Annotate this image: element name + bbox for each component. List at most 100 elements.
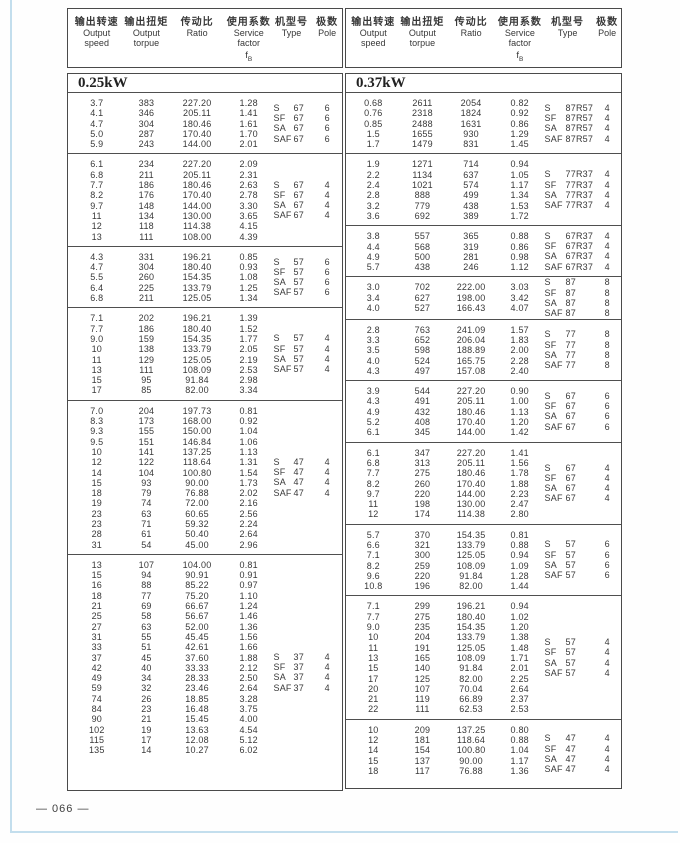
cell: 90.00 — [459, 755, 483, 766]
cell: 1.12 — [510, 262, 529, 273]
type-prefix: SF — [273, 266, 286, 277]
service-factor-column: 0.90 1.00 1.13 1.20 1.42 — [498, 381, 542, 441]
cell: 13 — [91, 364, 102, 375]
type-cell: SA 47 — [545, 754, 594, 764]
cell: 1.09 — [510, 560, 529, 571]
cell: 148 — [138, 200, 155, 211]
cell: 76.88 — [459, 765, 483, 776]
cell: 3.7 — [90, 98, 104, 108]
cell: 0.68 — [364, 98, 383, 108]
cell: 180.46 — [182, 118, 212, 129]
cell: 211 — [138, 169, 154, 180]
cell: 227.20 — [182, 159, 212, 170]
type-size: 57 — [565, 647, 576, 658]
type-size: 67 — [293, 133, 304, 144]
cell: 2.24 — [239, 518, 258, 529]
data-block: 5.7 6.6 7.1 8.2 9.6 10.8 370 321 300 259 220 196 154… — [346, 523, 621, 596]
output-torque-column: 702 627 527 — [401, 277, 445, 318]
cell: 140 — [414, 663, 431, 674]
cell: 4.3 — [366, 396, 380, 407]
cell: 4.7 — [90, 262, 104, 273]
cell: 2.2 — [366, 169, 380, 180]
cell: 0.88 — [510, 539, 529, 550]
output-torque-column: 763 652 598 524 497 — [401, 320, 445, 380]
type-size: 77 — [565, 349, 576, 360]
cell: 1.56 — [510, 457, 529, 468]
cell: 0.85 — [239, 251, 258, 262]
type-prefix: SAF — [544, 667, 563, 678]
cell: 6.8 — [366, 457, 380, 468]
cell: 88 — [141, 580, 152, 591]
type-cell: SA 57 — [274, 354, 313, 364]
type-size: 47 — [293, 467, 304, 477]
cell: 137.25 — [182, 446, 212, 457]
data-block: 6.1 6.8 7.7 8.2 9.7 11 12 13 234 211 186 176 148 134 1… — [68, 153, 342, 245]
cell: 104 — [138, 467, 155, 478]
cell: 389 — [463, 210, 479, 221]
pole-cell: 4 — [324, 477, 330, 488]
cell: 10.8 — [364, 581, 383, 592]
cell: 1.83 — [510, 334, 529, 345]
pole-cell: 6 — [604, 549, 610, 560]
output-speed-column: 7.1 7.7 9.0 10 11 13 15 17 — [68, 308, 126, 399]
cell: 227.20 — [456, 447, 486, 458]
cell: 1.36 — [510, 765, 529, 776]
cell: 1.88 — [239, 652, 258, 663]
ratio-column: 714 637 574 499 438 389 — [444, 154, 498, 225]
cell: 1.72 — [510, 210, 529, 221]
cell: 1.52 — [239, 323, 258, 334]
cell: 125.05 — [456, 642, 486, 653]
cell: 2.25 — [510, 673, 529, 684]
cell: 1.5 — [366, 128, 380, 139]
type-prefix: SA — [544, 189, 557, 200]
cell: 0.92 — [510, 108, 529, 119]
cell: 4.07 — [510, 303, 529, 314]
pole-cell: 4 — [604, 753, 610, 764]
type-cell: SAF 67 — [274, 134, 313, 144]
type-column: S 87R57 SF 87R57 SA 87R57 SAF 87R57 — [542, 93, 594, 153]
type-prefix: SAF — [544, 570, 563, 581]
cell: 275 — [414, 611, 431, 622]
header-col-output-torque: 输出扭矩 Output torpue — [124, 9, 167, 67]
header-label-en: Ratio — [460, 28, 482, 38]
cell: 205.11 — [457, 396, 486, 407]
pole-cell: 4 — [604, 743, 610, 754]
type-cell: SF 67 — [274, 113, 313, 123]
cell: 3.03 — [510, 282, 529, 293]
cell: 2.63 — [239, 180, 258, 191]
ratio-column: 154.35 133.79 125.05 108.09 91.84 82.00 — [444, 525, 498, 596]
type-cell: SAF 67 — [545, 422, 594, 432]
cell: 2.16 — [239, 498, 258, 509]
cell: 19 — [141, 724, 152, 735]
table-header: 输出转速 Output speed 输出扭矩 Output torpue 传动比 Rati… — [67, 8, 343, 68]
type-size: 47 — [565, 764, 576, 775]
output-torque-column: 202 186 159 138 129 111 95 85 — [126, 308, 168, 399]
cell: 6.1 — [366, 447, 380, 458]
ratio-column: 137.25 118.64 100.80 90.00 76.88 — [444, 720, 498, 788]
type-size: 57 — [565, 539, 576, 550]
type-prefix: S — [273, 651, 280, 662]
type-prefix: SF — [544, 743, 557, 754]
data-block: 3.9 4.3 4.9 5.2 6.1 544 491 432 408 345 227.20 205.… — [346, 380, 621, 441]
data-block: 2.8 3.3 3.5 4.0 4.3 763 652 598 524 497 241.09 206.… — [346, 318, 621, 380]
header-label-en: Ratio — [186, 28, 208, 38]
type-column: S 77R37 SF 77R37 SA 77R37 SAF 77R37 — [542, 154, 594, 225]
cell: 1.06 — [239, 436, 258, 447]
cell: 1.20 — [510, 622, 529, 633]
cell: 2.01 — [510, 663, 529, 674]
pole-cell: 6 — [324, 287, 330, 298]
output-torque-column: 107 94 88 77 69 58 63 55 51 45 40 34 32 26 23 21 19 17 14 — [126, 555, 168, 790]
type-prefix: SF — [544, 287, 557, 298]
cell: 4.9 — [366, 251, 380, 262]
type-size: 67 — [565, 493, 576, 504]
type-size: 67 — [565, 421, 576, 432]
cell: 544 — [414, 386, 431, 397]
ratio-column: 227.20 205.11 180.46 170.40 144.00 — [444, 381, 498, 441]
type-cell: S 57 — [274, 333, 313, 343]
pole-cell: 6 — [604, 570, 610, 581]
cell: 259 — [414, 560, 431, 571]
cell: 205.11 — [457, 457, 486, 468]
cell: 151 — [138, 436, 155, 447]
